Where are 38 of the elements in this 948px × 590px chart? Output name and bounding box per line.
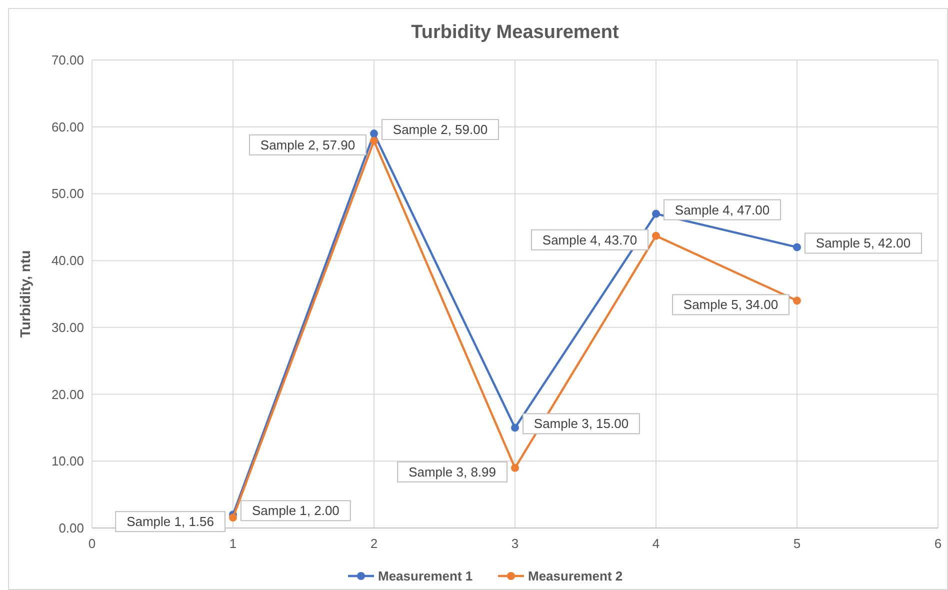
point [793, 296, 801, 305]
point [511, 424, 519, 432]
y-tick-label: 20.00 [51, 386, 84, 402]
point [370, 136, 378, 145]
x-tick-label: 4 [652, 536, 660, 551]
data-label: Sample 2, 59.00 [392, 122, 488, 138]
y-tick-label: 60.00 [51, 119, 84, 134]
data-label: Sample 1, 1.56 [126, 514, 214, 530]
x-tick-label: 2 [370, 536, 378, 551]
x-tick-label: 6 [934, 536, 942, 551]
y-tick-label: 70.00 [51, 52, 84, 68]
data-label: Sample 5, 34.00 [683, 297, 778, 312]
data-label: Sample 5, 42.00 [816, 236, 911, 251]
y-axis-title: Turbidity, ntu [17, 250, 33, 338]
y-tick-label: 0.00 [58, 520, 84, 536]
chart-title: Turbidity Measurement [411, 22, 620, 43]
legend-label: Measurement 1 [378, 568, 473, 584]
x-tick-label: 0 [88, 536, 96, 551]
point [793, 243, 801, 252]
y-tick-label: 30.00 [51, 320, 84, 335]
x-tick-label: 1 [229, 536, 237, 551]
data-label: Sample 3, 8.99 [408, 464, 496, 480]
point [229, 514, 237, 522]
point [652, 210, 660, 218]
point [370, 130, 378, 138]
y-tick-label: 10.00 [51, 454, 84, 469]
y-tick-label: 40.00 [51, 253, 84, 268]
x-tick-label: 5 [793, 536, 801, 551]
x-tick-label: 3 [511, 536, 519, 551]
data-label: Sample 2, 57.90 [260, 137, 356, 152]
data-label: Sample 4, 43.70 [542, 232, 638, 248]
data-label: Sample 4, 47.00 [674, 202, 770, 218]
legend-label: Measurement 2 [528, 568, 623, 584]
y-tick-label: 50.00 [51, 186, 84, 202]
data-label: Sample 1, 2.00 [252, 503, 340, 518]
point [652, 232, 660, 240]
point [511, 464, 519, 472]
data-label: Sample 3, 15.00 [534, 416, 629, 432]
